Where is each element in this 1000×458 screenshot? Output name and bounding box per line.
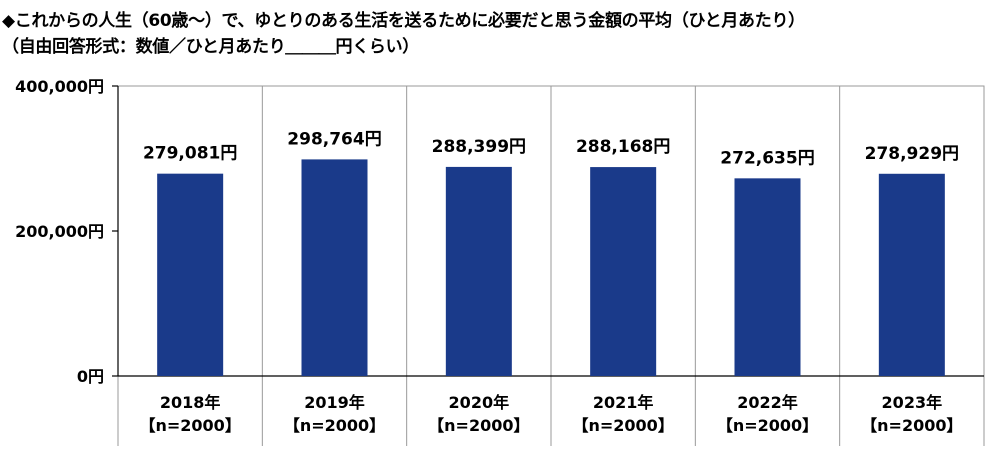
data-label: 279,081円	[143, 144, 237, 164]
chart-subtitle: （自由回答形式：数値／ひと月あたり＿＿＿円くらい）	[2, 37, 419, 57]
data-label: 272,635円	[720, 148, 814, 168]
data-label: 298,764円	[287, 129, 381, 149]
bar	[878, 173, 945, 376]
y-tick-label: 400,000円	[15, 77, 104, 96]
bar	[301, 159, 368, 376]
bar	[590, 167, 657, 376]
x-category-sample-size: 【n=2000】	[861, 416, 962, 435]
x-category-sample-size: 【n=2000】	[139, 416, 240, 435]
data-label: 278,929円	[865, 144, 959, 164]
x-category-label: 2023年	[882, 393, 943, 412]
data-label: 288,399円	[432, 137, 526, 157]
bar	[157, 173, 224, 376]
x-category-label: 2022年	[737, 393, 798, 412]
y-tick-label: 200,000円	[15, 222, 104, 241]
x-category-sample-size: 【n=2000】	[284, 416, 385, 435]
chart-title: ◆これからの人生（60歳～）で、ゆとりのある生活を送るために必要だと思う金額の平…	[2, 11, 805, 31]
bar	[734, 178, 801, 376]
x-category-sample-size: 【n=2000】	[428, 416, 529, 435]
bar	[445, 166, 512, 376]
x-category-label: 2021年	[593, 393, 654, 412]
data-label: 288,168円	[576, 137, 670, 157]
x-category-label: 2018年	[160, 393, 221, 412]
x-category-label: 2019年	[304, 393, 365, 412]
x-category-label: 2020年	[449, 393, 510, 412]
x-category-sample-size: 【n=2000】	[717, 416, 818, 435]
x-category-sample-size: 【n=2000】	[572, 416, 673, 435]
y-tick-label: 0円	[77, 367, 104, 386]
